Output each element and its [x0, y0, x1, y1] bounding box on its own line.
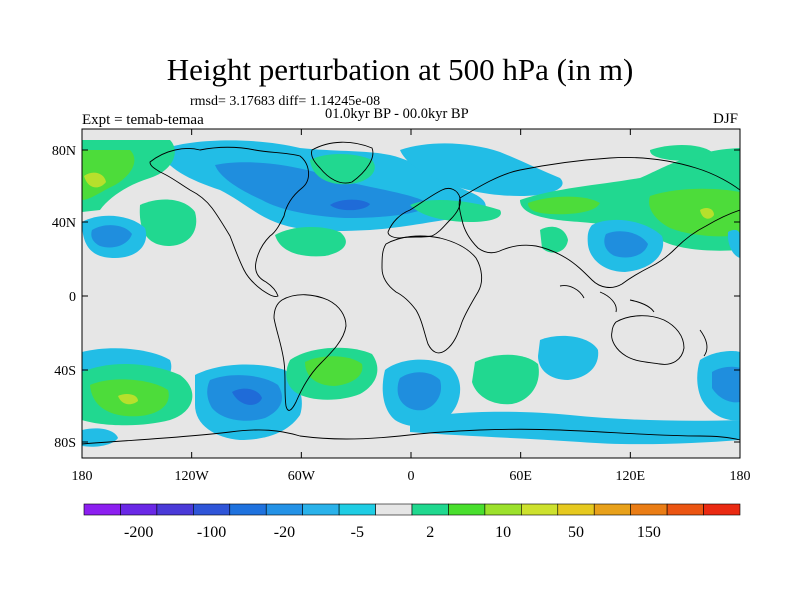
- contour-region: [118, 393, 138, 405]
- contour-region: [82, 150, 135, 200]
- lon-tick-label: 60W: [288, 469, 316, 484]
- contour-region: [700, 207, 714, 219]
- lat-tick-label: 0: [69, 290, 76, 305]
- coastline-north-america: [149, 146, 309, 297]
- coastline-africa: [381, 235, 483, 354]
- contour-region: [410, 199, 501, 222]
- contour-region: [410, 411, 740, 445]
- contour-region: [139, 199, 197, 246]
- coastline-asia: [458, 157, 740, 288]
- contour-region: [232, 388, 262, 405]
- contour-region: [650, 144, 712, 161]
- colorbar-swatch: [229, 503, 267, 516]
- latitude-axis: 80N 40N 0 40S 80S: [52, 144, 740, 451]
- colorbar-swatch: [302, 503, 340, 516]
- colorbar-swatch: [630, 503, 668, 516]
- colorbar-label: -5: [351, 524, 364, 541]
- lon-tick-label: 120W: [175, 469, 210, 484]
- colorbar-label: -200: [124, 524, 153, 541]
- contour-region: [84, 172, 106, 188]
- lon-tick-label: 0: [408, 469, 415, 484]
- contour-region: [528, 196, 600, 215]
- lon-tick-label: 120E: [616, 469, 646, 484]
- lat-tick-label: 40N: [52, 216, 76, 231]
- colorbar-swatch: [521, 503, 559, 516]
- coastlines: [82, 141, 740, 445]
- colorbar-label: 10: [495, 524, 511, 541]
- coastline-south-america: [273, 294, 347, 411]
- contour-region: [538, 335, 599, 380]
- coastline-antarctica: [82, 428, 740, 445]
- colorbar-swatch: [83, 503, 121, 516]
- colorbar-swatch: [703, 503, 741, 516]
- colorbar: -200 -100 -20 -5 2 10 50 150: [83, 503, 741, 541]
- contour-region: [397, 372, 442, 411]
- contour-region: [275, 226, 346, 257]
- colorbar-swatch: [193, 503, 231, 516]
- colorbar-swatch: [411, 503, 449, 516]
- colorbar-swatch: [338, 503, 376, 516]
- colorbar-swatch: [448, 503, 486, 516]
- colorbar-swatch: [120, 503, 158, 516]
- coastline-greenland: [311, 141, 374, 184]
- experiment-label: Expt = temab-temaa: [82, 112, 204, 128]
- lat-tick-label: 40S: [54, 364, 76, 379]
- contour-region: [649, 188, 740, 237]
- colorbar-swatch: [265, 503, 303, 516]
- colorbar-swatch: [593, 503, 631, 516]
- contour-region: [540, 226, 568, 253]
- lat-tick-label: 80N: [52, 144, 76, 159]
- colorbar-label: -100: [197, 524, 226, 541]
- map-title: Height perturbation at 500 hPa (in m): [166, 52, 634, 87]
- colorbar-swatch: [557, 503, 595, 516]
- colorbar-label: -20: [274, 524, 295, 541]
- period-label: 01.0kyr BP - 00.0kyr BP: [325, 106, 469, 122]
- colorbar-swatch: [666, 503, 704, 516]
- coastline-islands: [559, 285, 708, 357]
- colorbar-swatch: [484, 503, 522, 516]
- season-label: DJF: [713, 111, 739, 127]
- stats-label: rmsd= 3.17683 diff= 1.14245e-08: [190, 94, 381, 109]
- contour-region: [400, 143, 563, 196]
- contour-region: [604, 231, 648, 258]
- contour-region: [472, 354, 539, 405]
- colorbar-swatch: [156, 503, 194, 516]
- lon-tick-label: 60E: [509, 469, 532, 484]
- longitude-axis: 180 120W 60W 0 60E 120E 180: [72, 129, 751, 484]
- coastline-australia: [611, 315, 685, 365]
- colorbar-label: 150: [637, 524, 661, 541]
- contour-field: [82, 129, 740, 458]
- lon-tick-label: 180: [730, 469, 751, 484]
- colorbar-swatch: [375, 503, 413, 516]
- lat-tick-label: 80S: [54, 436, 76, 451]
- contour-region: [215, 162, 430, 218]
- contour-region: [91, 225, 132, 248]
- lon-tick-label: 180: [72, 469, 93, 484]
- contour-region: [712, 366, 740, 403]
- colorbar-label: 2: [426, 524, 434, 541]
- contour-region: [330, 199, 370, 211]
- contour-region: [727, 229, 740, 258]
- contour-region: [305, 356, 363, 386]
- colorbar-label: 50: [568, 524, 584, 541]
